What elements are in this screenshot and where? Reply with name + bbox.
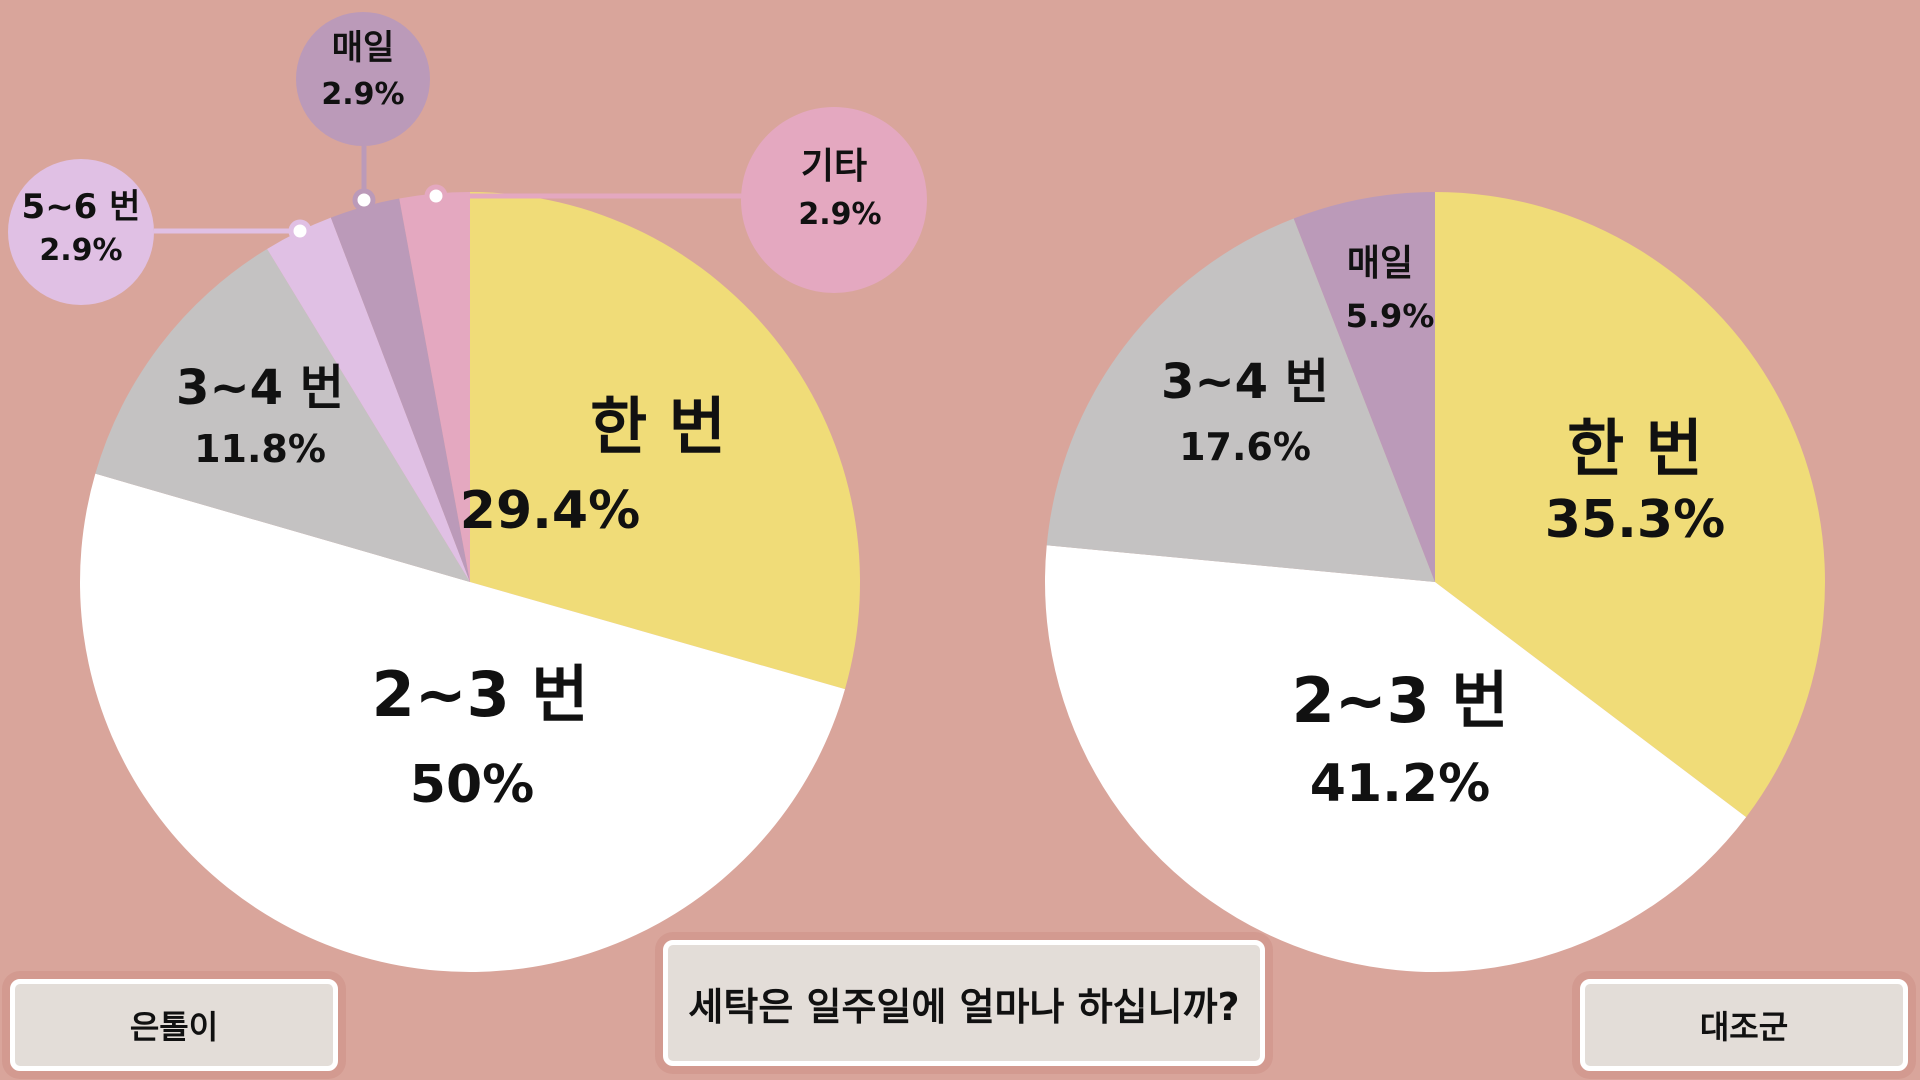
pie-slice-3-4-times: [1046, 218, 1435, 583]
pie-wedges: [1045, 192, 1825, 972]
slice-value-daily: 5.9%: [1346, 297, 1435, 335]
slice-label-once: 한 번: [590, 390, 726, 463]
pie-slice-once: [470, 192, 860, 690]
callout-bubble-other: [741, 107, 927, 293]
slice-label-2-3-times: 2~3 번: [1292, 664, 1509, 737]
pie-slice-daily: [1293, 192, 1435, 582]
slice-value-2-3-times: 41.2%: [1310, 754, 1490, 814]
slice-label-3-4-times: 3~4 번: [176, 360, 344, 416]
pie-slice-other: [399, 192, 470, 582]
slice-value-once: 29.4%: [460, 481, 640, 541]
question-title: 세탁은 일주일에 얼마나 하십니까?: [663, 940, 1265, 1066]
slice-value-daily: 2.9%: [321, 77, 404, 112]
pie-chart-right: 한 번35.3% 2~3 번 41.2% 3~4 번 17.6% 매일 5.9%: [1045, 192, 1825, 972]
slice-label-once: 한 번: [1567, 412, 1703, 485]
slice-label-other: 기타: [801, 146, 867, 187]
slice-label-daily: 매일: [332, 28, 395, 68]
slice-label-daily: 매일: [1347, 243, 1413, 284]
pie-slice-3-4-times: [95, 248, 470, 582]
pie-wedges: [79, 192, 860, 973]
group-label-left: 은톨이: [10, 979, 338, 1071]
pie-slice-daily: [330, 198, 470, 582]
slice-value-5-6-times: 2.9%: [39, 233, 122, 268]
pie-slice-5-6-times: [267, 217, 470, 582]
slice-label-5-6-times: 5~6 번: [22, 187, 141, 227]
callout-bubble-daily: [296, 12, 430, 146]
slice-label-3-4-times: 3~4 번: [1161, 354, 1329, 410]
slice-value-2-3-times: 50%: [410, 755, 534, 815]
slice-value-other: 2.9%: [798, 197, 881, 232]
pie-slice-2-3-times: [1045, 545, 1747, 972]
pie-slice-once: [1435, 192, 1825, 818]
callout-bubble-5-6-times: [8, 159, 154, 305]
pie-chart-left: 한 번 29.4% 2~3 번 50% 3~4 번 11.8% 5~6 번 2.9% 매일 2.9…: [8, 12, 927, 973]
group-label-right: 대조군: [1580, 979, 1908, 1071]
callout-dot-5-6-times: [288, 219, 312, 243]
callout-dot-other: [424, 184, 448, 208]
slice-value-once: 35.3%: [1545, 490, 1725, 550]
slice-label-2-3-times: 2~3 번: [372, 658, 589, 731]
callout-dot-daily: [352, 188, 376, 212]
slice-value-3-4-times: 11.8%: [194, 427, 326, 471]
slice-value-3-4-times: 17.6%: [1179, 425, 1311, 469]
pie-slice-2-3-times: [79, 473, 845, 973]
